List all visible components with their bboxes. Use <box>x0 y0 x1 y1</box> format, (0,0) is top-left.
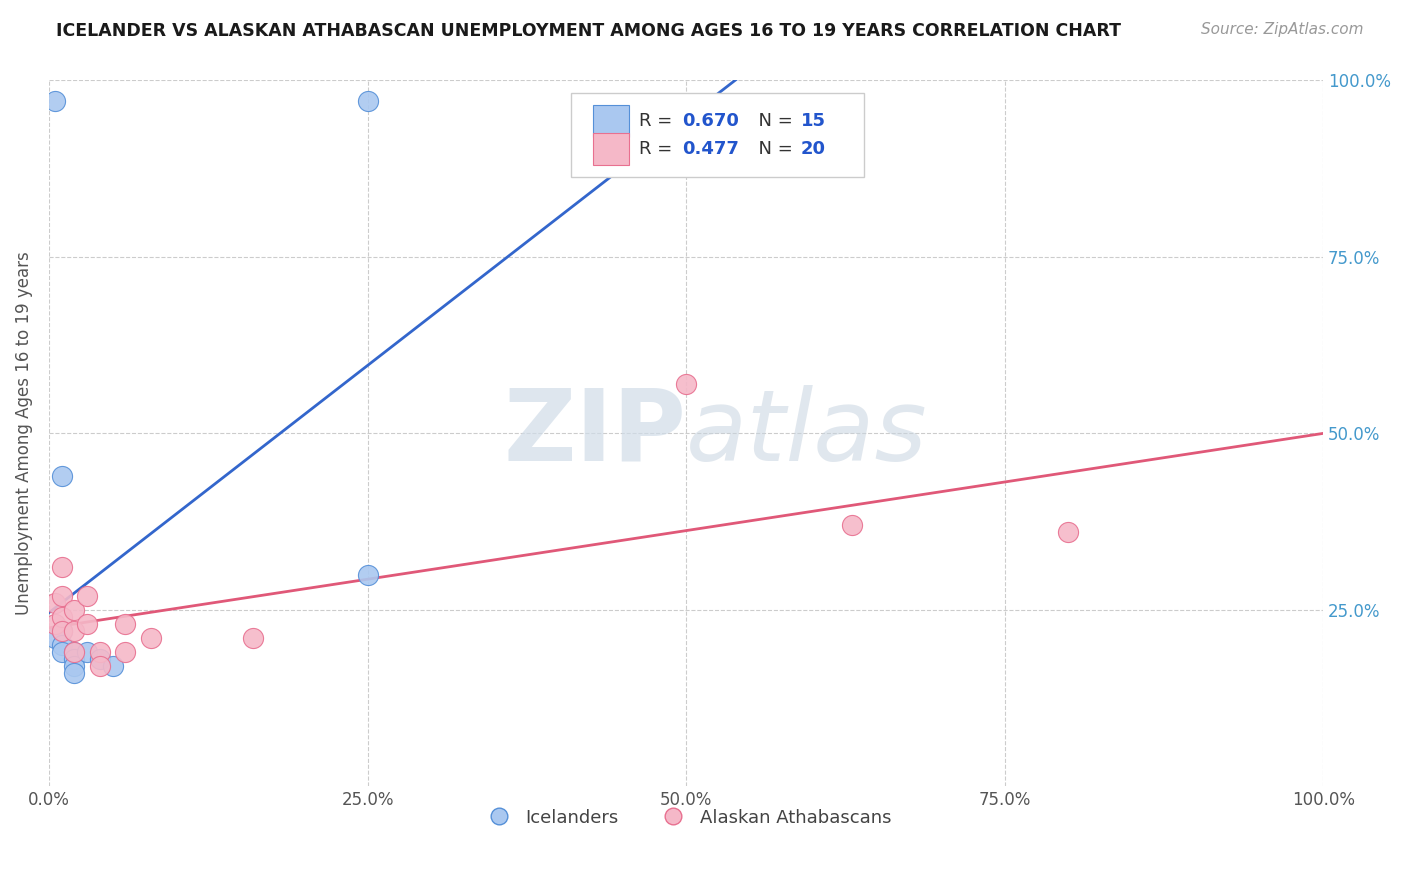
Text: ZIP: ZIP <box>503 384 686 482</box>
Point <box>63 603 86 617</box>
Text: 20: 20 <box>801 140 825 158</box>
Point <box>63 645 86 659</box>
Text: N =: N = <box>747 112 799 130</box>
Point <box>76 617 98 632</box>
Point <box>356 94 378 108</box>
Point <box>841 518 863 533</box>
Point <box>51 589 73 603</box>
Point <box>51 624 73 638</box>
Point <box>51 624 73 638</box>
FancyBboxPatch shape <box>593 133 628 165</box>
Point <box>63 666 86 681</box>
Point <box>101 659 124 673</box>
Point <box>44 631 66 645</box>
Text: Source: ZipAtlas.com: Source: ZipAtlas.com <box>1201 22 1364 37</box>
Text: R =: R = <box>638 112 678 130</box>
Y-axis label: Unemployment Among Ages 16 to 19 years: Unemployment Among Ages 16 to 19 years <box>15 252 32 615</box>
Point <box>76 589 98 603</box>
Point <box>51 645 73 659</box>
Point <box>44 596 66 610</box>
Point <box>675 376 697 391</box>
Point <box>356 567 378 582</box>
Point <box>89 659 111 673</box>
Text: 15: 15 <box>801 112 825 130</box>
Point <box>76 645 98 659</box>
Legend: Icelanders, Alaskan Athabascans: Icelanders, Alaskan Athabascans <box>474 802 898 834</box>
Point <box>114 645 136 659</box>
Point <box>63 659 86 673</box>
Point <box>44 617 66 632</box>
Point <box>63 645 86 659</box>
Point <box>242 631 264 645</box>
Point <box>63 652 86 666</box>
Point <box>51 560 73 574</box>
Point <box>51 468 73 483</box>
Point <box>114 617 136 632</box>
Point <box>44 94 66 108</box>
Point <box>51 610 73 624</box>
Text: ICELANDER VS ALASKAN ATHABASCAN UNEMPLOYMENT AMONG AGES 16 TO 19 YEARS CORRELATI: ICELANDER VS ALASKAN ATHABASCAN UNEMPLOY… <box>56 22 1121 40</box>
Text: N =: N = <box>747 140 799 158</box>
Text: 0.477: 0.477 <box>682 140 740 158</box>
FancyBboxPatch shape <box>593 105 628 137</box>
Point <box>139 631 162 645</box>
Point <box>51 638 73 652</box>
Text: 0.670: 0.670 <box>682 112 740 130</box>
FancyBboxPatch shape <box>571 94 865 177</box>
Point <box>89 645 111 659</box>
Point <box>63 624 86 638</box>
Text: R =: R = <box>638 140 678 158</box>
Text: atlas: atlas <box>686 384 928 482</box>
Point <box>89 652 111 666</box>
Point <box>1057 525 1080 540</box>
